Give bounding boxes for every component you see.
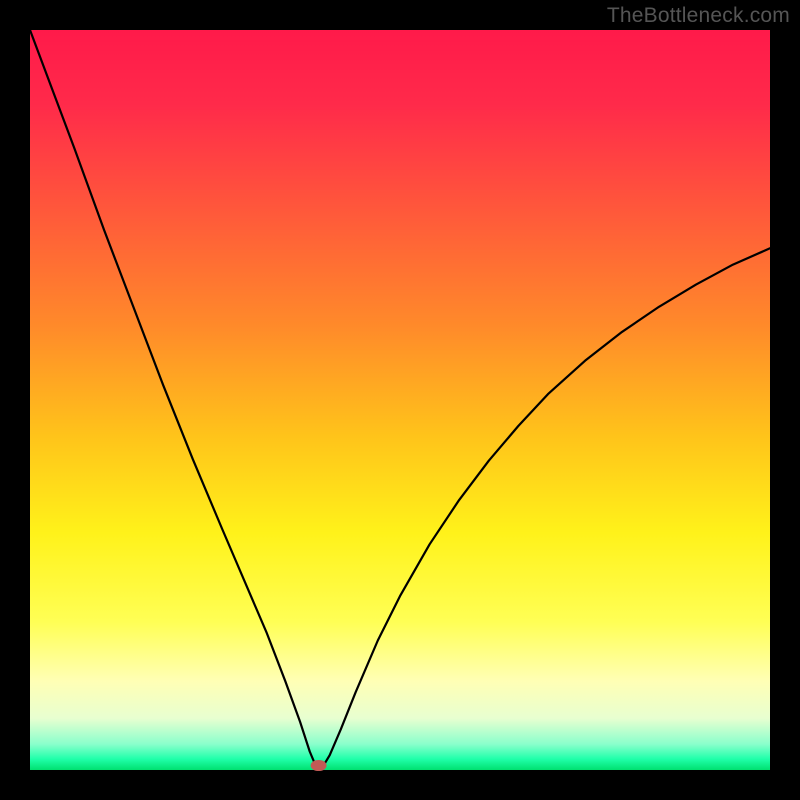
gradient-background — [30, 30, 770, 770]
chart-container: TheBottleneck.com — [0, 0, 800, 800]
watermark-label: TheBottleneck.com — [607, 4, 790, 28]
bottleneck-chart — [0, 0, 800, 800]
optimal-marker — [311, 760, 327, 771]
